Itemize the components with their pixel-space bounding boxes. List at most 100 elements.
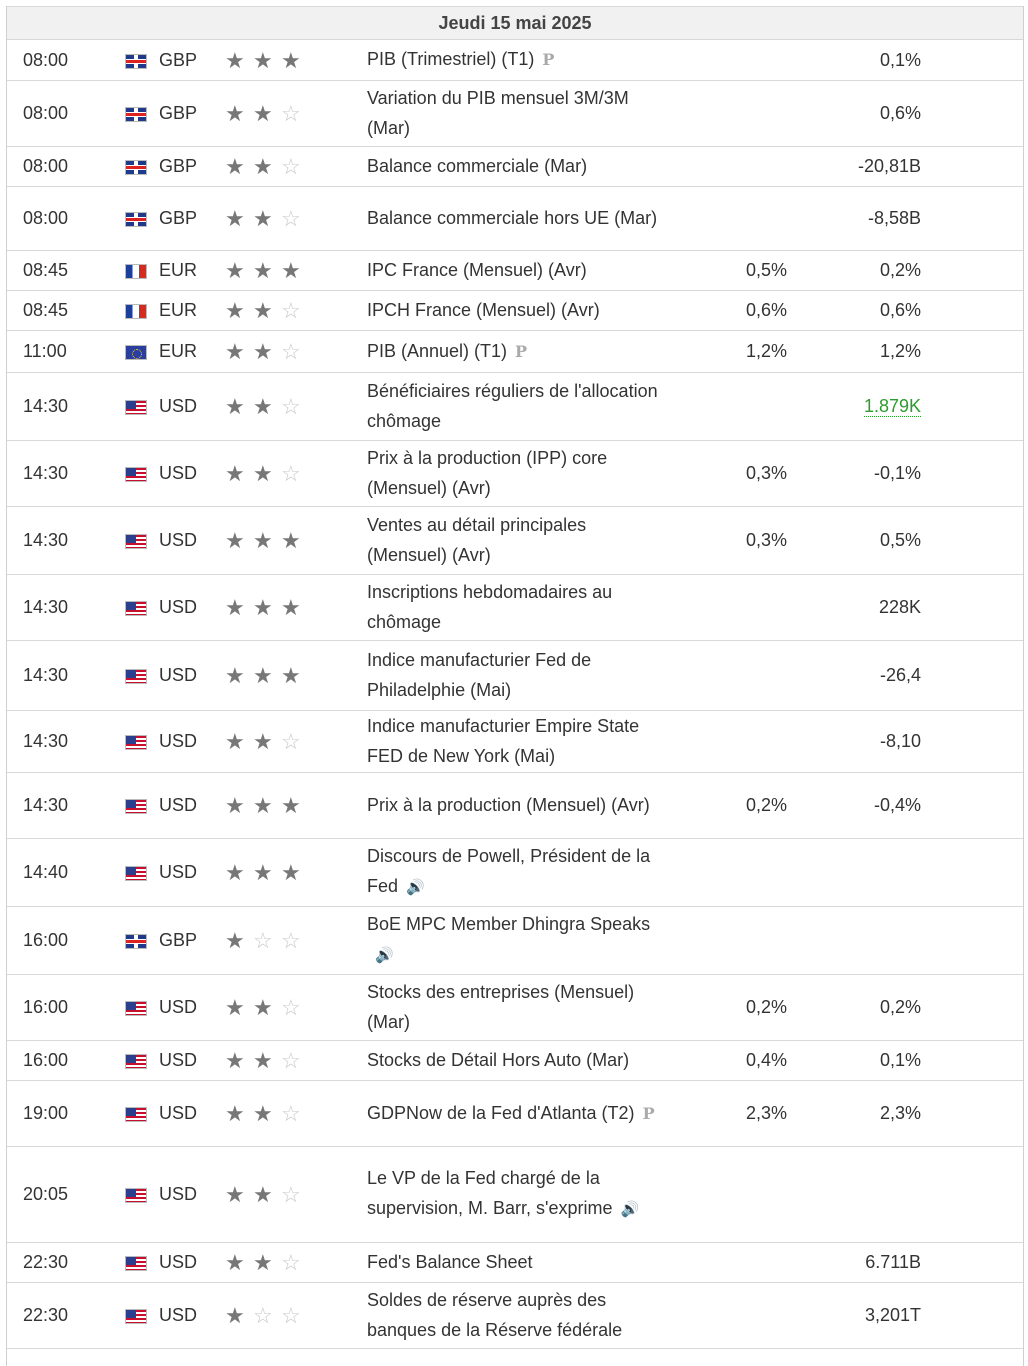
event-name[interactable]: Stocks de Détail Hors Auto (Mar) — [367, 1040, 667, 1080]
event-name[interactable]: Discours de Powell, Président de la Fed 🔊 — [367, 838, 667, 906]
row-spacer — [921, 574, 1023, 640]
event-currency: USD — [159, 862, 198, 882]
star-filled-icon: ★ — [225, 1048, 245, 1074]
event-name-text[interactable]: Stocks des entreprises (Mensuel) (Mar) — [367, 982, 635, 1032]
event-name[interactable]: Inscriptions hebdomadaires au chômage — [367, 574, 667, 640]
star-filled-icon: ★ — [253, 1048, 273, 1074]
importance-stars: ★ ★ ☆ — [225, 1040, 367, 1080]
star-empty-icon: ☆ — [281, 101, 301, 127]
event-previous: -8,58B — [787, 186, 921, 250]
event-name[interactable]: IPCH France (Mensuel) (Avr) — [367, 290, 667, 330]
event-row[interactable]: 22:30 USD ★ ★ ☆ Fed's Balance Sheet 6.711B — [7, 1242, 1023, 1282]
event-name-text[interactable]: Indice manufacturier Empire State FED de… — [367, 716, 640, 766]
star-filled-icon: ★ — [225, 1182, 245, 1208]
importance-stars: ★ ★ ★ — [225, 506, 367, 574]
event-row[interactable]: 20:05 USD ★ ★ ☆ Le VP de la Fed chargé de la … — [7, 1146, 1023, 1242]
event-row[interactable]: 16:00 USD ★ ★ ☆ Stocks des entreprises (Mensu… — [7, 974, 1023, 1040]
event-name-text[interactable]: Bénéficiaires réguliers de l'allocation … — [367, 381, 658, 431]
event-name-text[interactable]: Discours de Powell, Président de la Fed — [367, 846, 651, 896]
row-spacer — [921, 40, 1023, 80]
event-name[interactable]: PIB (Annuel) (T1) P — [367, 330, 667, 372]
event-name-text[interactable]: Prix à la production (Mensuel) (Avr) — [367, 795, 650, 815]
event-time: 08:45 — [23, 260, 69, 280]
flag-cell — [123, 838, 159, 906]
event-row[interactable]: 08:00 GBP ★ ★ ☆ Balance commerciale (Mar) -20,… — [7, 146, 1023, 186]
event-row[interactable]: 14:30 USD ★ ★ ★ Prix à la production (Mensuel… — [7, 772, 1023, 838]
event-name[interactable]: Prix à la production (Mensuel) (Avr) — [367, 772, 667, 838]
event-name-text[interactable]: BoE MPC Member Dhingra Speaks — [367, 914, 651, 934]
event-name[interactable]: Balance commerciale hors UE (Mar) — [367, 186, 667, 250]
event-name[interactable]: Stocks des entreprises (Mensuel) (Mar) — [367, 974, 667, 1040]
event-row[interactable]: 14:30 USD ★ ★ ☆ Prix à la production (IPP) co… — [7, 440, 1023, 506]
row-spacer — [921, 1282, 1023, 1348]
previous-value: -20,81B — [857, 156, 921, 176]
event-row[interactable]: 16:00 USD ★ ★ ☆ Stocks de Détail Hors Auto (M… — [7, 1040, 1023, 1080]
event-row[interactable]: 16:00 GBP ★ ☆ ☆ BoE MPC Member Dhingra Speaks… — [7, 906, 1023, 974]
event-name[interactable]: Ventes au détail principales (Mensuel) (… — [367, 506, 667, 574]
event-name-text[interactable]: PIB (Annuel) (T1) — [367, 340, 508, 361]
event-row[interactable]: 14:30 USD ★ ★ ☆ Indice manufacturier Empire S… — [7, 710, 1023, 772]
event-currency: USD — [159, 665, 198, 685]
us-flag-icon — [125, 399, 147, 415]
event-name[interactable]: Le VP de la Fed chargé de la supervision… — [367, 1146, 667, 1242]
event-name[interactable]: IPC France (Mensuel) (Avr) — [367, 250, 667, 290]
event-name[interactable]: Variation du PIB mensuel 3M/3M (Mar) — [367, 80, 667, 146]
event-row[interactable]: 08:45 EUR ★ ★ ☆ IPCH France (Mensuel) (Avr) 0,… — [7, 290, 1023, 330]
row-spacer — [921, 80, 1023, 146]
star-empty-icon: ☆ — [281, 1250, 301, 1276]
event-name[interactable]: Balance commerciale (Mar) — [367, 146, 667, 186]
event-name-text[interactable]: Prix à la production (IPP) core (Mensuel… — [367, 448, 608, 498]
event-row[interactable]: 22:30 USD ★ ☆ ☆ Soldes de réserve auprès des … — [7, 1282, 1023, 1348]
event-name[interactable]: GDPNow de la Fed d'Atlanta (T2) P — [367, 1080, 667, 1146]
event-name-text[interactable]: Balance commerciale (Mar) — [367, 156, 588, 176]
importance-stars: ★ ☆ ☆ — [225, 1282, 367, 1348]
star-filled-icon: ★ — [253, 793, 273, 819]
event-name[interactable]: Fed's Balance Sheet — [367, 1242, 667, 1282]
event-row[interactable]: 11:00 EUR ★ ★ ☆ PIB (Annuel) (T1) P 1,2% 1,2% — [7, 330, 1023, 372]
event-name-text[interactable]: Soldes de réserve auprès des banques de … — [367, 1290, 623, 1340]
event-row[interactable]: 08:00 GBP ★ ★ ☆ Variation du PIB mensuel 3M/3… — [7, 80, 1023, 146]
event-row[interactable]: 08:45 EUR ★ ★ ★ IPC France (Mensuel) (Avr) 0,5… — [7, 250, 1023, 290]
event-currency: USD — [159, 1305, 198, 1325]
event-name-text[interactable]: PIB (Trimestriel) (T1) — [367, 49, 535, 70]
event-name-text[interactable]: Fed's Balance Sheet — [367, 1252, 533, 1272]
event-name[interactable]: BoE MPC Member Dhingra Speaks 🔊 — [367, 906, 667, 974]
event-row[interactable]: 19:00 USD ★ ★ ☆ GDPNow de la Fed d'Atlanta (T… — [7, 1080, 1023, 1146]
event-row[interactable]: 08:00 GBP ★ ★ ☆ Balance commerciale hors UE (… — [7, 186, 1023, 250]
row-spacer — [921, 1040, 1023, 1080]
event-name-text[interactable]: Ventes au détail principales (Mensuel) (… — [367, 515, 587, 565]
event-name[interactable]: Indice manufacturier Fed de Philadelphie… — [367, 640, 667, 710]
star-filled-icon: ★ — [281, 860, 301, 886]
event-row[interactable]: 14:40 USD ★ ★ ★ Discours de Powell, Président… — [7, 838, 1023, 906]
event-forecast — [667, 372, 787, 440]
event-currency: USD — [159, 597, 198, 617]
event-name-text[interactable]: Variation du PIB mensuel 3M/3M (Mar) — [367, 88, 629, 138]
event-name-text[interactable]: IPCH France (Mensuel) (Avr) — [367, 300, 600, 320]
event-name-text[interactable]: Balance commerciale hors UE (Mar) — [367, 208, 658, 228]
event-name[interactable]: Indice manufacturier Empire State FED de… — [367, 710, 667, 772]
event-name[interactable]: Soldes de réserve auprès des banques de … — [367, 1282, 667, 1348]
event-row[interactable]: 08:00 GBP ★ ★ ★ PIB (Trimestriel) (T1) P 0,1% — [7, 40, 1023, 80]
event-time: 14:30 — [23, 597, 69, 617]
us-flag-icon — [125, 600, 147, 616]
event-name-text[interactable]: GDPNow de la Fed d'Atlanta (T2) — [367, 1102, 635, 1123]
event-row[interactable]: 14:30 USD ★ ★ ★ Inscriptions hebdomadaires au… — [7, 574, 1023, 640]
star-filled-icon: ★ — [253, 1101, 273, 1127]
event-name[interactable]: PIB (Trimestriel) (T1) P — [367, 40, 667, 80]
event-name-text[interactable]: Inscriptions hebdomadaires au chômage — [367, 582, 613, 632]
event-name-text[interactable]: Stocks de Détail Hors Auto (Mar) — [367, 1050, 630, 1070]
us-flag-icon — [125, 865, 147, 881]
events-table: 08:00 GBP ★ ★ ★ PIB (Trimestriel) (T1) P 0,1% 08… — [7, 40, 1023, 1349]
event-name-text[interactable]: Le VP de la Fed chargé de la supervision… — [367, 1168, 613, 1218]
event-previous — [787, 1146, 921, 1242]
event-row[interactable]: 14:30 USD ★ ★ ☆ Bénéficiaires réguliers de l'… — [7, 372, 1023, 440]
event-name[interactable]: Prix à la production (IPP) core (Mensuel… — [367, 440, 667, 506]
event-row[interactable]: 14:30 USD ★ ★ ★ Ventes au détail principales … — [7, 506, 1023, 574]
event-name-text[interactable]: IPC France (Mensuel) (Avr) — [367, 260, 587, 280]
flag-cell — [123, 772, 159, 838]
event-name-text[interactable]: Indice manufacturier Fed de Philadelphie… — [367, 650, 592, 700]
event-name[interactable]: Bénéficiaires réguliers de l'allocation … — [367, 372, 667, 440]
event-time: 08:00 — [23, 156, 69, 176]
event-row[interactable]: 14:30 USD ★ ★ ★ Indice manufacturier Fed de P… — [7, 640, 1023, 710]
us-flag-icon — [125, 533, 147, 549]
